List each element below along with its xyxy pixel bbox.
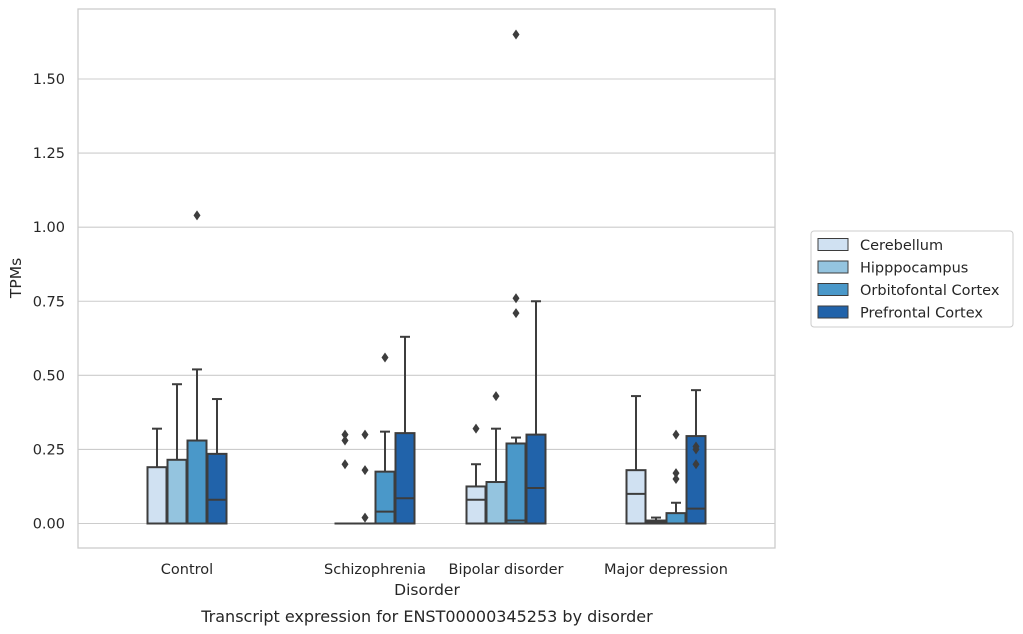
y-tick-label: 0.50	[33, 368, 65, 384]
box-iqr	[374, 470, 396, 525]
outlier-point	[512, 29, 520, 40]
legend-items: Cerebellum Hipppocampus Orbitofontal Corte…	[817, 238, 1000, 322]
legend-swatch-hipppocampus	[817, 260, 849, 274]
y-axis-title: TPMs	[7, 258, 25, 299]
legend-label-hipppocampus: Hipppocampus	[860, 261, 968, 277]
box-prefrontal-cortex-bipolar-disorder	[525, 300, 547, 525]
box-iqr	[525, 433, 547, 525]
outlier-point	[472, 423, 480, 434]
box-hipppocampus-major-depression	[645, 516, 667, 525]
legend-label-prefrontal-cortex: Prefrontal Cortex	[860, 306, 983, 322]
y-tick-label: 1.50	[33, 72, 65, 88]
box-orbitofontal-cortex-major-depression	[665, 429, 687, 525]
outlier-point	[193, 210, 201, 221]
box-iqr	[485, 481, 507, 525]
outlier-point	[512, 293, 520, 304]
chart-caption: Transcript expression for ENST0000034525…	[200, 607, 653, 626]
box-cerebellum-schizophrenia	[334, 429, 356, 525]
legend-swatch-prefrontal-cortex	[817, 305, 849, 319]
box-iqr	[665, 512, 687, 525]
outlier-point	[341, 459, 349, 470]
outlier-point	[341, 429, 349, 440]
box-orbitofontal-cortex-bipolar-disorder	[505, 29, 527, 525]
x-tick-label-schizophrenia: Schizophrenia	[324, 562, 426, 578]
box-prefrontal-cortex-schizophrenia	[394, 335, 416, 525]
box-hipppocampus-schizophrenia	[354, 429, 376, 525]
outlier-point	[672, 468, 680, 479]
box-cerebellum-bipolar-disorder	[465, 423, 487, 525]
box-orbitofontal-cortex-schizophrenia	[374, 352, 396, 525]
legend-label-cerebellum: Cerebellum	[860, 238, 943, 254]
legend-frame	[810, 230, 1014, 328]
box-hipppocampus-bipolar-disorder	[485, 391, 507, 525]
y-tick-label: 1.00	[33, 220, 65, 236]
box-iqr	[685, 435, 707, 525]
box-cerebellum-major-depression	[625, 395, 647, 525]
outlier-point	[692, 459, 700, 470]
series-orbitofontal-cortex	[186, 29, 687, 525]
box-prefrontal-cortex-control	[206, 398, 228, 525]
x-tick-label-control: Control	[161, 562, 213, 578]
legend: Cerebellum Hipppocampus Orbitofontal Corte…	[810, 230, 1014, 328]
legend-swatch-cerebellum	[817, 238, 849, 251]
y-tick-label: 1.25	[33, 146, 65, 162]
x-axis-ticks: Control Schizophrenia Bipolar disorder Majo…	[161, 562, 728, 578]
outlier-point	[692, 444, 700, 455]
box-hipppocampus-control	[166, 383, 188, 525]
box-iqr	[186, 439, 208, 525]
y-tick-label: 0.00	[33, 517, 65, 533]
box-iqr	[394, 432, 416, 525]
outlier-point	[512, 308, 520, 319]
outlier-point	[361, 512, 369, 523]
box-prefrontal-cortex-major-depression	[685, 389, 707, 525]
box-iqr	[146, 466, 168, 525]
legend-label-orbitofontal-cortex: Orbitofontal Cortex	[860, 283, 1000, 299]
x-tick-label-major-depression: Major depression	[604, 562, 728, 578]
y-axis-ticks: 0.00 0.25 0.50 0.75 1.00 1.25 1.50	[33, 72, 65, 533]
legend-swatch-orbitofontal-cortex	[817, 283, 849, 296]
box-iqr	[206, 452, 228, 525]
series-hipppocampus	[166, 383, 667, 525]
outlier-point	[361, 429, 369, 440]
box-series	[146, 29, 707, 525]
outlier-point	[341, 435, 349, 446]
box-iqr	[465, 485, 487, 525]
plot-area-frame	[77, 8, 776, 549]
outlier-point	[381, 352, 389, 363]
outlier-point	[492, 391, 500, 402]
x-tick-label-bipolar-disorder: Bipolar disorder	[449, 562, 564, 578]
series-prefrontal-cortex	[206, 300, 707, 525]
box-iqr	[625, 469, 647, 525]
box-orbitofontal-cortex-control	[186, 210, 208, 525]
y-tick-label: 0.25	[33, 442, 65, 458]
y-tick-label: 0.75	[33, 294, 65, 310]
box-cerebellum-control	[146, 427, 168, 525]
outlier-point	[361, 465, 369, 476]
box-iqr	[166, 458, 188, 525]
box-iqr	[505, 442, 527, 525]
outlier-point	[672, 474, 680, 485]
gridlines	[78, 78, 775, 525]
x-axis-title: Disorder	[394, 581, 460, 599]
outlier-point	[672, 429, 680, 440]
